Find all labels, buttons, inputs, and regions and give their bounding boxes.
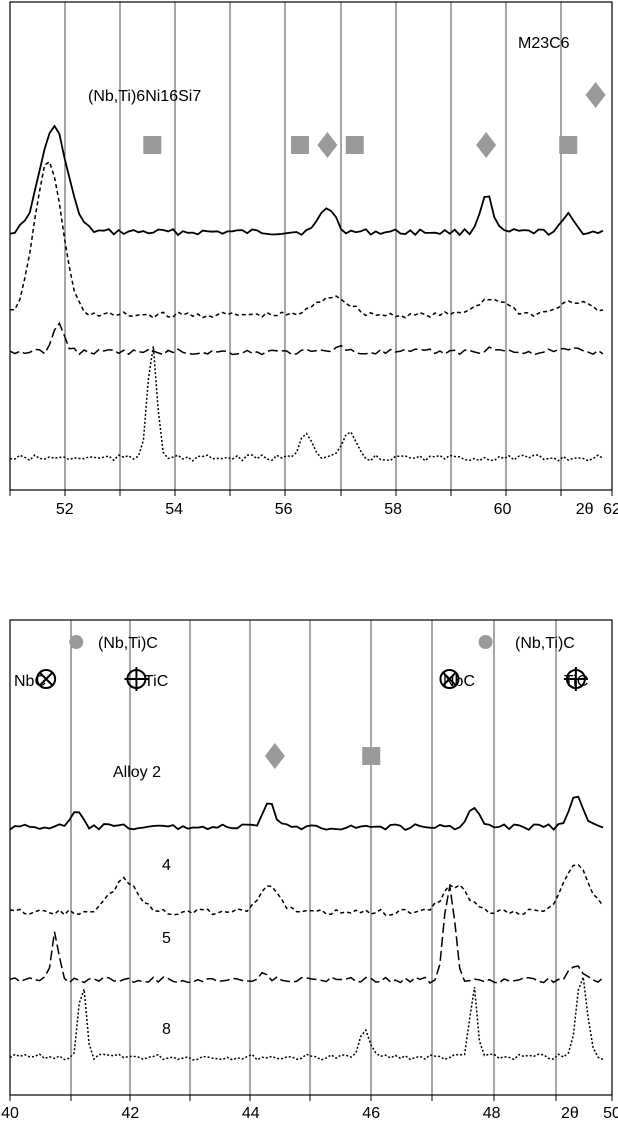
- series-label: 5: [162, 930, 171, 947]
- phase-label: NbC: [443, 673, 475, 690]
- series-label: 8: [162, 1021, 171, 1038]
- phase-label: (Nb,Ti)C: [515, 635, 575, 652]
- series-line: [9, 321, 604, 356]
- series-line: [9, 346, 604, 462]
- series-line: [9, 864, 604, 916]
- phase-marker-diamond: [317, 132, 338, 158]
- x-tick-label: 40: [1, 1105, 19, 1122]
- phase-label: (Nb,Ti)C: [98, 635, 158, 652]
- x-tick-label: 2θ: [576, 501, 594, 518]
- phase-marker-square: [362, 747, 381, 765]
- phase-marker-dot: [478, 635, 493, 649]
- phase-label: TiC: [564, 673, 588, 690]
- phase-label: NbC: [14, 673, 46, 690]
- x-tick-label: 60: [494, 501, 512, 518]
- phase-marker-otimes: [439, 669, 460, 689]
- phase-marker-square: [291, 136, 310, 154]
- phase-marker-otimes-stroke: [39, 672, 53, 686]
- series-label: 4: [162, 857, 171, 874]
- phase-marker-diamond: [585, 82, 606, 108]
- phase-marker-square: [345, 136, 364, 154]
- series-line: [9, 795, 604, 832]
- x-tick-label: 2θ: [561, 1105, 579, 1122]
- phase-marker-diamond: [264, 743, 285, 769]
- series-label: Alloy 2: [113, 764, 161, 781]
- x-tick-label: 46: [362, 1105, 380, 1122]
- phase-marker-square: [143, 136, 162, 154]
- panel-top: 52 54 56 58 60 2θ 62 (Nb,Ti)6Ni16Si7 M23C6: [9, 1, 618, 518]
- series-line: [9, 124, 604, 237]
- phase-marker-otimes: [36, 669, 57, 689]
- x-tick-label: 44: [242, 1105, 260, 1122]
- x-tick-label: 42: [122, 1105, 140, 1122]
- x-tick-label: 58: [384, 501, 402, 518]
- phase-label-nbtinisi: (Nb,Ti)6Ni16Si7: [88, 88, 201, 105]
- phase-label-m23c6: M23C6: [518, 35, 570, 52]
- phase-marker-otimes-stroke: [442, 672, 457, 686]
- x-tick-label: 54: [165, 501, 183, 518]
- x-tick-label: 52: [56, 501, 74, 518]
- plot-frame: [9, 619, 613, 1096]
- phase-marker-dot: [69, 635, 84, 649]
- phase-marker-square: [559, 136, 578, 154]
- phase-label: TiC: [144, 673, 168, 690]
- phase-marker-diamond: [476, 132, 497, 158]
- plot-frame: [9, 1, 613, 491]
- series-line: [9, 885, 604, 984]
- x-tick-label: 62: [603, 501, 618, 518]
- series-line: [9, 976, 604, 1061]
- x-tick-label: 48: [483, 1105, 501, 1122]
- x-tick-label: 56: [275, 501, 293, 518]
- series-line: [9, 160, 604, 319]
- x-tick-label: 50: [603, 1105, 618, 1122]
